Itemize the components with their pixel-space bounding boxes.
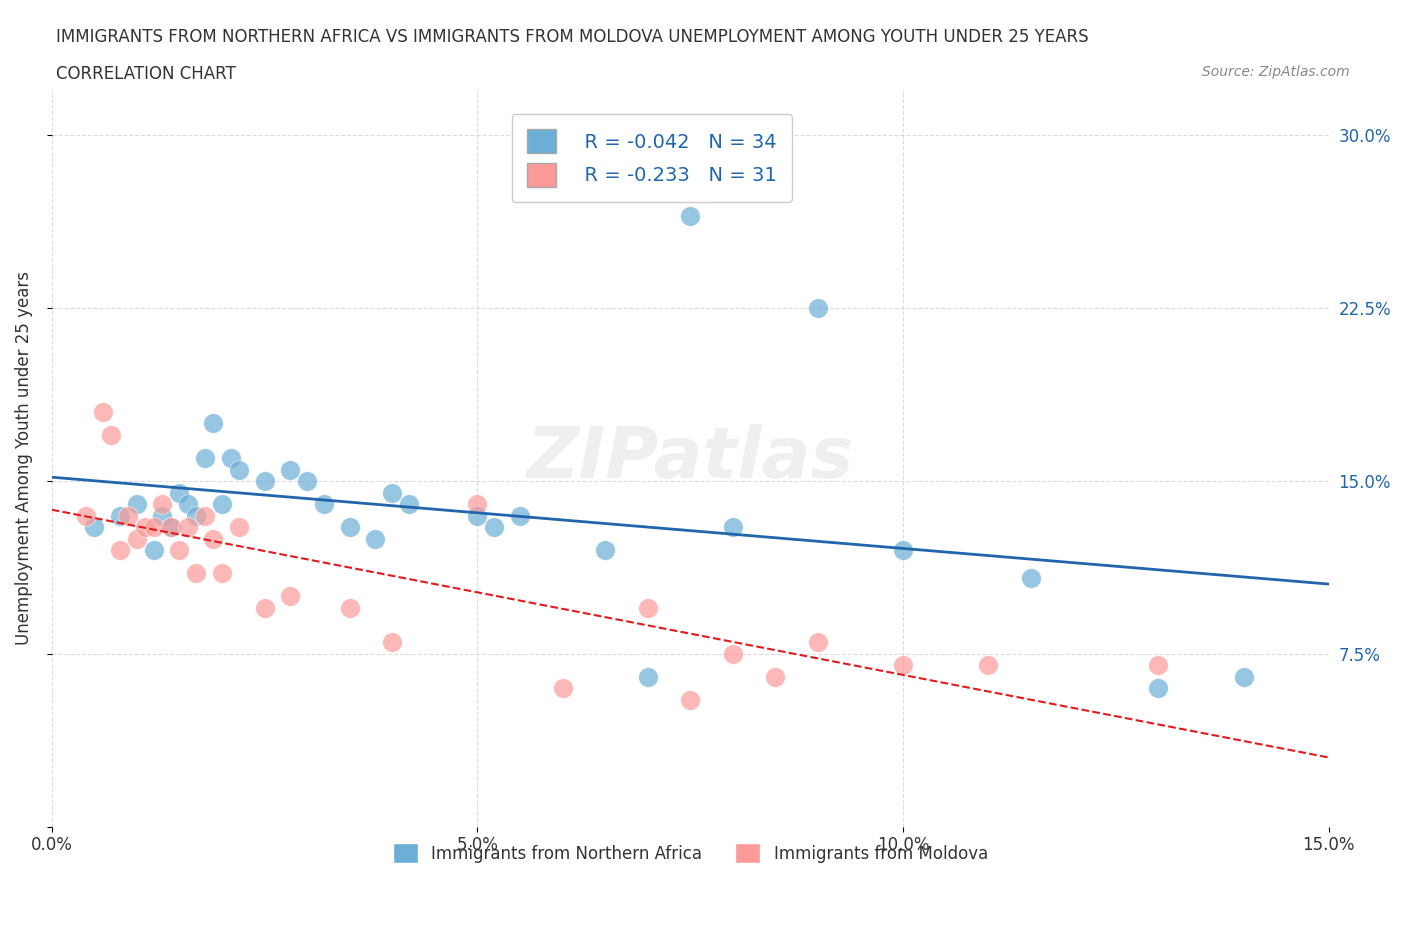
Point <box>339 520 361 535</box>
Point <box>637 670 659 684</box>
Point <box>152 497 174 512</box>
Point <box>134 520 156 535</box>
Point <box>1019 570 1042 585</box>
Point <box>364 531 387 546</box>
Point <box>679 693 702 708</box>
Point <box>125 497 148 512</box>
Point <box>108 508 131 523</box>
Point <box>100 428 122 443</box>
Point <box>891 543 914 558</box>
Text: IMMIGRANTS FROM NORTHERN AFRICA VS IMMIGRANTS FROM MOLDOVA UNEMPLOYMENT AMONG YO: IMMIGRANTS FROM NORTHERN AFRICA VS IMMIG… <box>56 28 1088 46</box>
Point <box>467 508 489 523</box>
Point <box>160 520 183 535</box>
Point <box>721 520 744 535</box>
Point <box>1147 681 1170 696</box>
Point <box>339 601 361 616</box>
Point <box>253 601 276 616</box>
Point <box>977 658 1000 673</box>
Point <box>467 497 489 512</box>
Point <box>169 485 191 500</box>
Point <box>194 451 217 466</box>
Point <box>721 646 744 661</box>
Point <box>75 508 97 523</box>
Point <box>398 497 420 512</box>
Point <box>152 508 174 523</box>
Point <box>314 497 336 512</box>
Text: Source: ZipAtlas.com: Source: ZipAtlas.com <box>1202 65 1350 79</box>
Y-axis label: Unemployment Among Youth under 25 years: Unemployment Among Youth under 25 years <box>15 271 32 645</box>
Point <box>202 416 225 431</box>
Point <box>142 520 165 535</box>
Point <box>509 508 531 523</box>
Point <box>1232 670 1254 684</box>
Point <box>891 658 914 673</box>
Point <box>202 531 225 546</box>
Point <box>228 520 250 535</box>
Point <box>807 635 830 650</box>
Point <box>177 520 200 535</box>
Point <box>211 497 233 512</box>
Point <box>169 543 191 558</box>
Point <box>125 531 148 546</box>
Point <box>381 635 404 650</box>
Point <box>186 565 208 580</box>
Point <box>807 300 830 315</box>
Point <box>228 462 250 477</box>
Point <box>763 670 786 684</box>
Text: ZIPatlas: ZIPatlas <box>526 423 853 493</box>
Point <box>194 508 217 523</box>
Point <box>91 405 114 419</box>
Point <box>278 589 301 604</box>
Point <box>593 543 616 558</box>
Point <box>83 520 105 535</box>
Point <box>679 208 702 223</box>
Point <box>211 565 233 580</box>
Point <box>637 601 659 616</box>
Text: CORRELATION CHART: CORRELATION CHART <box>56 65 236 83</box>
Point <box>484 520 506 535</box>
Point <box>219 451 242 466</box>
Legend: Immigrants from Northern Africa, Immigrants from Moldova: Immigrants from Northern Africa, Immigra… <box>385 836 994 870</box>
Point <box>160 520 183 535</box>
Point <box>108 543 131 558</box>
Point <box>381 485 404 500</box>
Point <box>551 681 574 696</box>
Point <box>1147 658 1170 673</box>
Point <box>117 508 139 523</box>
Point <box>278 462 301 477</box>
Point <box>253 473 276 488</box>
Point <box>142 543 165 558</box>
Point <box>177 497 200 512</box>
Point <box>295 473 318 488</box>
Point <box>186 508 208 523</box>
